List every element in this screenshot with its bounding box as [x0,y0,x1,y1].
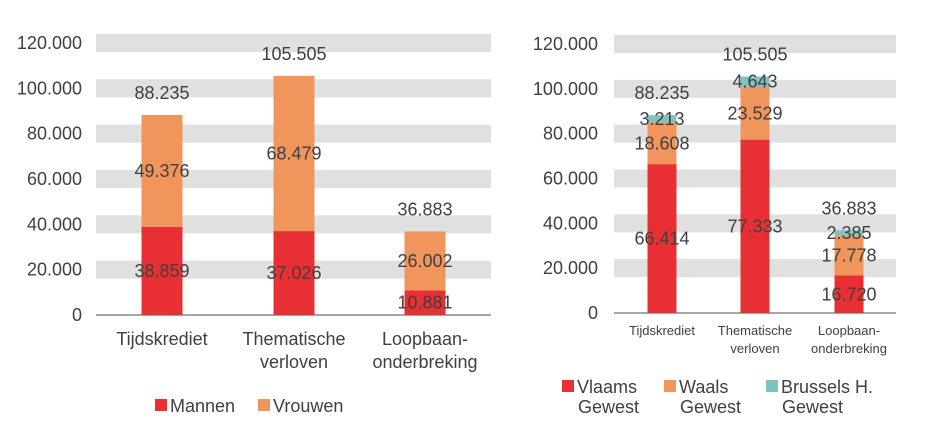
total-label: 105.505 [261,44,326,64]
data-label: 3.213 [639,109,684,129]
data-label: 2.385 [826,223,871,243]
data-label: 18.608 [634,133,689,153]
bar-segment [740,76,770,87]
y-tick-label: 80.000 [543,124,598,144]
bar-segment [647,164,677,313]
legend: Vlaams Gewest Waals Gewest Brussels H. Gewest [562,377,873,417]
grid-band [96,34,491,52]
category-label: Thematische verloven [242,329,345,372]
legend-label: Waals Gewest [679,377,741,417]
category-label: Tijdskrediet [116,329,207,349]
total-label: 88.235 [134,83,189,103]
legend-item: Mannen [155,396,235,416]
data-label: 38.859 [134,261,189,281]
total-label: 36.883 [397,199,452,219]
data-label: 66.414 [634,229,689,249]
grid-band [614,35,896,53]
data-label: 17.778 [821,246,876,266]
bar-segment [404,290,446,315]
y-tick-label: 60.000 [27,169,82,189]
data-label: 4.643 [732,72,777,92]
legend: Mannen Vrouwen [155,396,343,416]
bar-segment [834,235,864,276]
legend-label: Vlaams Gewest [577,377,639,417]
data-label: 23.529 [727,103,782,123]
chart-1: 0 20.000 40.000 60.000 80.000 100.000 120.000 3… [17,33,491,416]
legend-item: Vlaams Gewest [562,377,639,417]
data-label: 37.026 [266,263,321,283]
bar-segment [834,230,864,236]
total-label: 36.883 [821,198,876,218]
legend-swatch [155,399,167,411]
legend-label: Brussels H. Gewest [781,377,873,417]
bar-segment [141,226,183,315]
legend-swatch [766,380,778,392]
y-tick-label: 60.000 [543,169,598,189]
legend-label: Vrouwen [273,396,343,416]
bar-segment [740,86,770,140]
total-label: 88.235 [634,83,689,103]
legend-item: Waals Gewest [664,377,741,417]
data-label: 49.376 [134,161,189,181]
data-label: 77.333 [727,216,782,236]
data-label: 68.479 [266,143,321,163]
bar-segment [647,115,677,123]
y-tick-label: 100.000 [533,79,598,99]
legend-swatch [562,380,574,392]
y-tick-label: 20.000 [543,258,598,278]
data-label: 10.881 [397,293,452,313]
category-label: Loopbaan-onderbreking [372,329,477,372]
y-tick-label: 120.000 [533,34,598,54]
bar-segment [834,275,864,313]
bar-segment [740,139,770,313]
data-label: 26.002 [397,251,452,271]
legend-swatch [258,399,270,411]
y-tick-label: 100.000 [17,78,82,98]
y-tick-label: 40.000 [27,214,82,234]
data-label: 16.720 [821,284,876,304]
bar-segment [141,115,183,227]
y-tick-label: 0 [588,303,598,323]
legend-swatch [664,380,676,392]
bar-segment [404,231,446,291]
y-tick-label: 120.000 [17,33,82,53]
total-label: 105.505 [722,44,787,64]
chart-2: 0 20.000 40.000 60.000 80.000 100.000 120.000 6… [533,34,896,417]
legend-item: Vrouwen [258,396,343,416]
y-tick-label: 0 [72,305,82,325]
y-tick-label: 80.000 [27,124,82,144]
bar-segment [273,75,315,232]
category-label: Thematische verloven [718,323,792,356]
y-tick-label: 40.000 [543,213,598,233]
bar-segment [647,122,677,165]
category-label: Tijdskrediet [629,323,695,338]
bar-segment [273,231,315,315]
legend-item: Brussels H. Gewest [766,377,873,417]
category-label: Loopbaan-onderbreking [811,323,887,356]
y-tick-label: 20.000 [27,260,82,280]
legend-label: Mannen [170,396,235,416]
